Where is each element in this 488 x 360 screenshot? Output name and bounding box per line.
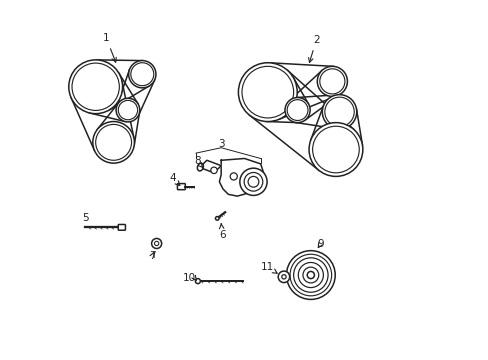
FancyBboxPatch shape — [177, 184, 185, 190]
Text: 7: 7 — [149, 251, 155, 261]
Circle shape — [69, 60, 122, 114]
FancyBboxPatch shape — [118, 225, 125, 230]
Circle shape — [322, 95, 356, 129]
Circle shape — [244, 172, 262, 191]
Text: 6: 6 — [219, 224, 225, 239]
Circle shape — [128, 60, 156, 88]
Text: 5: 5 — [82, 213, 89, 222]
Circle shape — [151, 238, 162, 248]
Circle shape — [242, 66, 293, 118]
Circle shape — [72, 63, 119, 111]
Ellipse shape — [215, 217, 219, 220]
Circle shape — [247, 176, 258, 187]
Circle shape — [285, 98, 309, 123]
Circle shape — [293, 258, 327, 292]
Circle shape — [303, 267, 318, 283]
Circle shape — [118, 100, 137, 120]
Circle shape — [131, 63, 153, 86]
Circle shape — [281, 275, 285, 279]
Text: 1: 1 — [103, 33, 116, 62]
Polygon shape — [219, 158, 264, 196]
Circle shape — [230, 173, 237, 180]
Circle shape — [306, 271, 314, 279]
Circle shape — [116, 98, 140, 122]
Text: 11: 11 — [260, 262, 277, 273]
Circle shape — [210, 167, 217, 174]
Circle shape — [324, 97, 353, 127]
Circle shape — [286, 100, 307, 121]
Circle shape — [96, 125, 131, 160]
Circle shape — [154, 241, 159, 246]
Polygon shape — [199, 160, 221, 173]
Circle shape — [312, 126, 359, 173]
Circle shape — [238, 63, 297, 122]
Circle shape — [278, 271, 289, 283]
Text: 3: 3 — [218, 139, 224, 149]
Text: 9: 9 — [317, 239, 323, 249]
Text: 10: 10 — [182, 273, 195, 283]
Circle shape — [239, 168, 266, 195]
Ellipse shape — [197, 163, 203, 171]
Circle shape — [308, 123, 362, 176]
Circle shape — [286, 251, 335, 300]
Circle shape — [298, 262, 323, 288]
Circle shape — [93, 122, 134, 163]
Text: 4: 4 — [169, 173, 180, 185]
Circle shape — [289, 254, 331, 296]
Circle shape — [319, 69, 344, 94]
Ellipse shape — [195, 279, 200, 284]
Text: 2: 2 — [308, 35, 319, 63]
Circle shape — [317, 66, 346, 96]
Text: 8: 8 — [193, 156, 203, 168]
